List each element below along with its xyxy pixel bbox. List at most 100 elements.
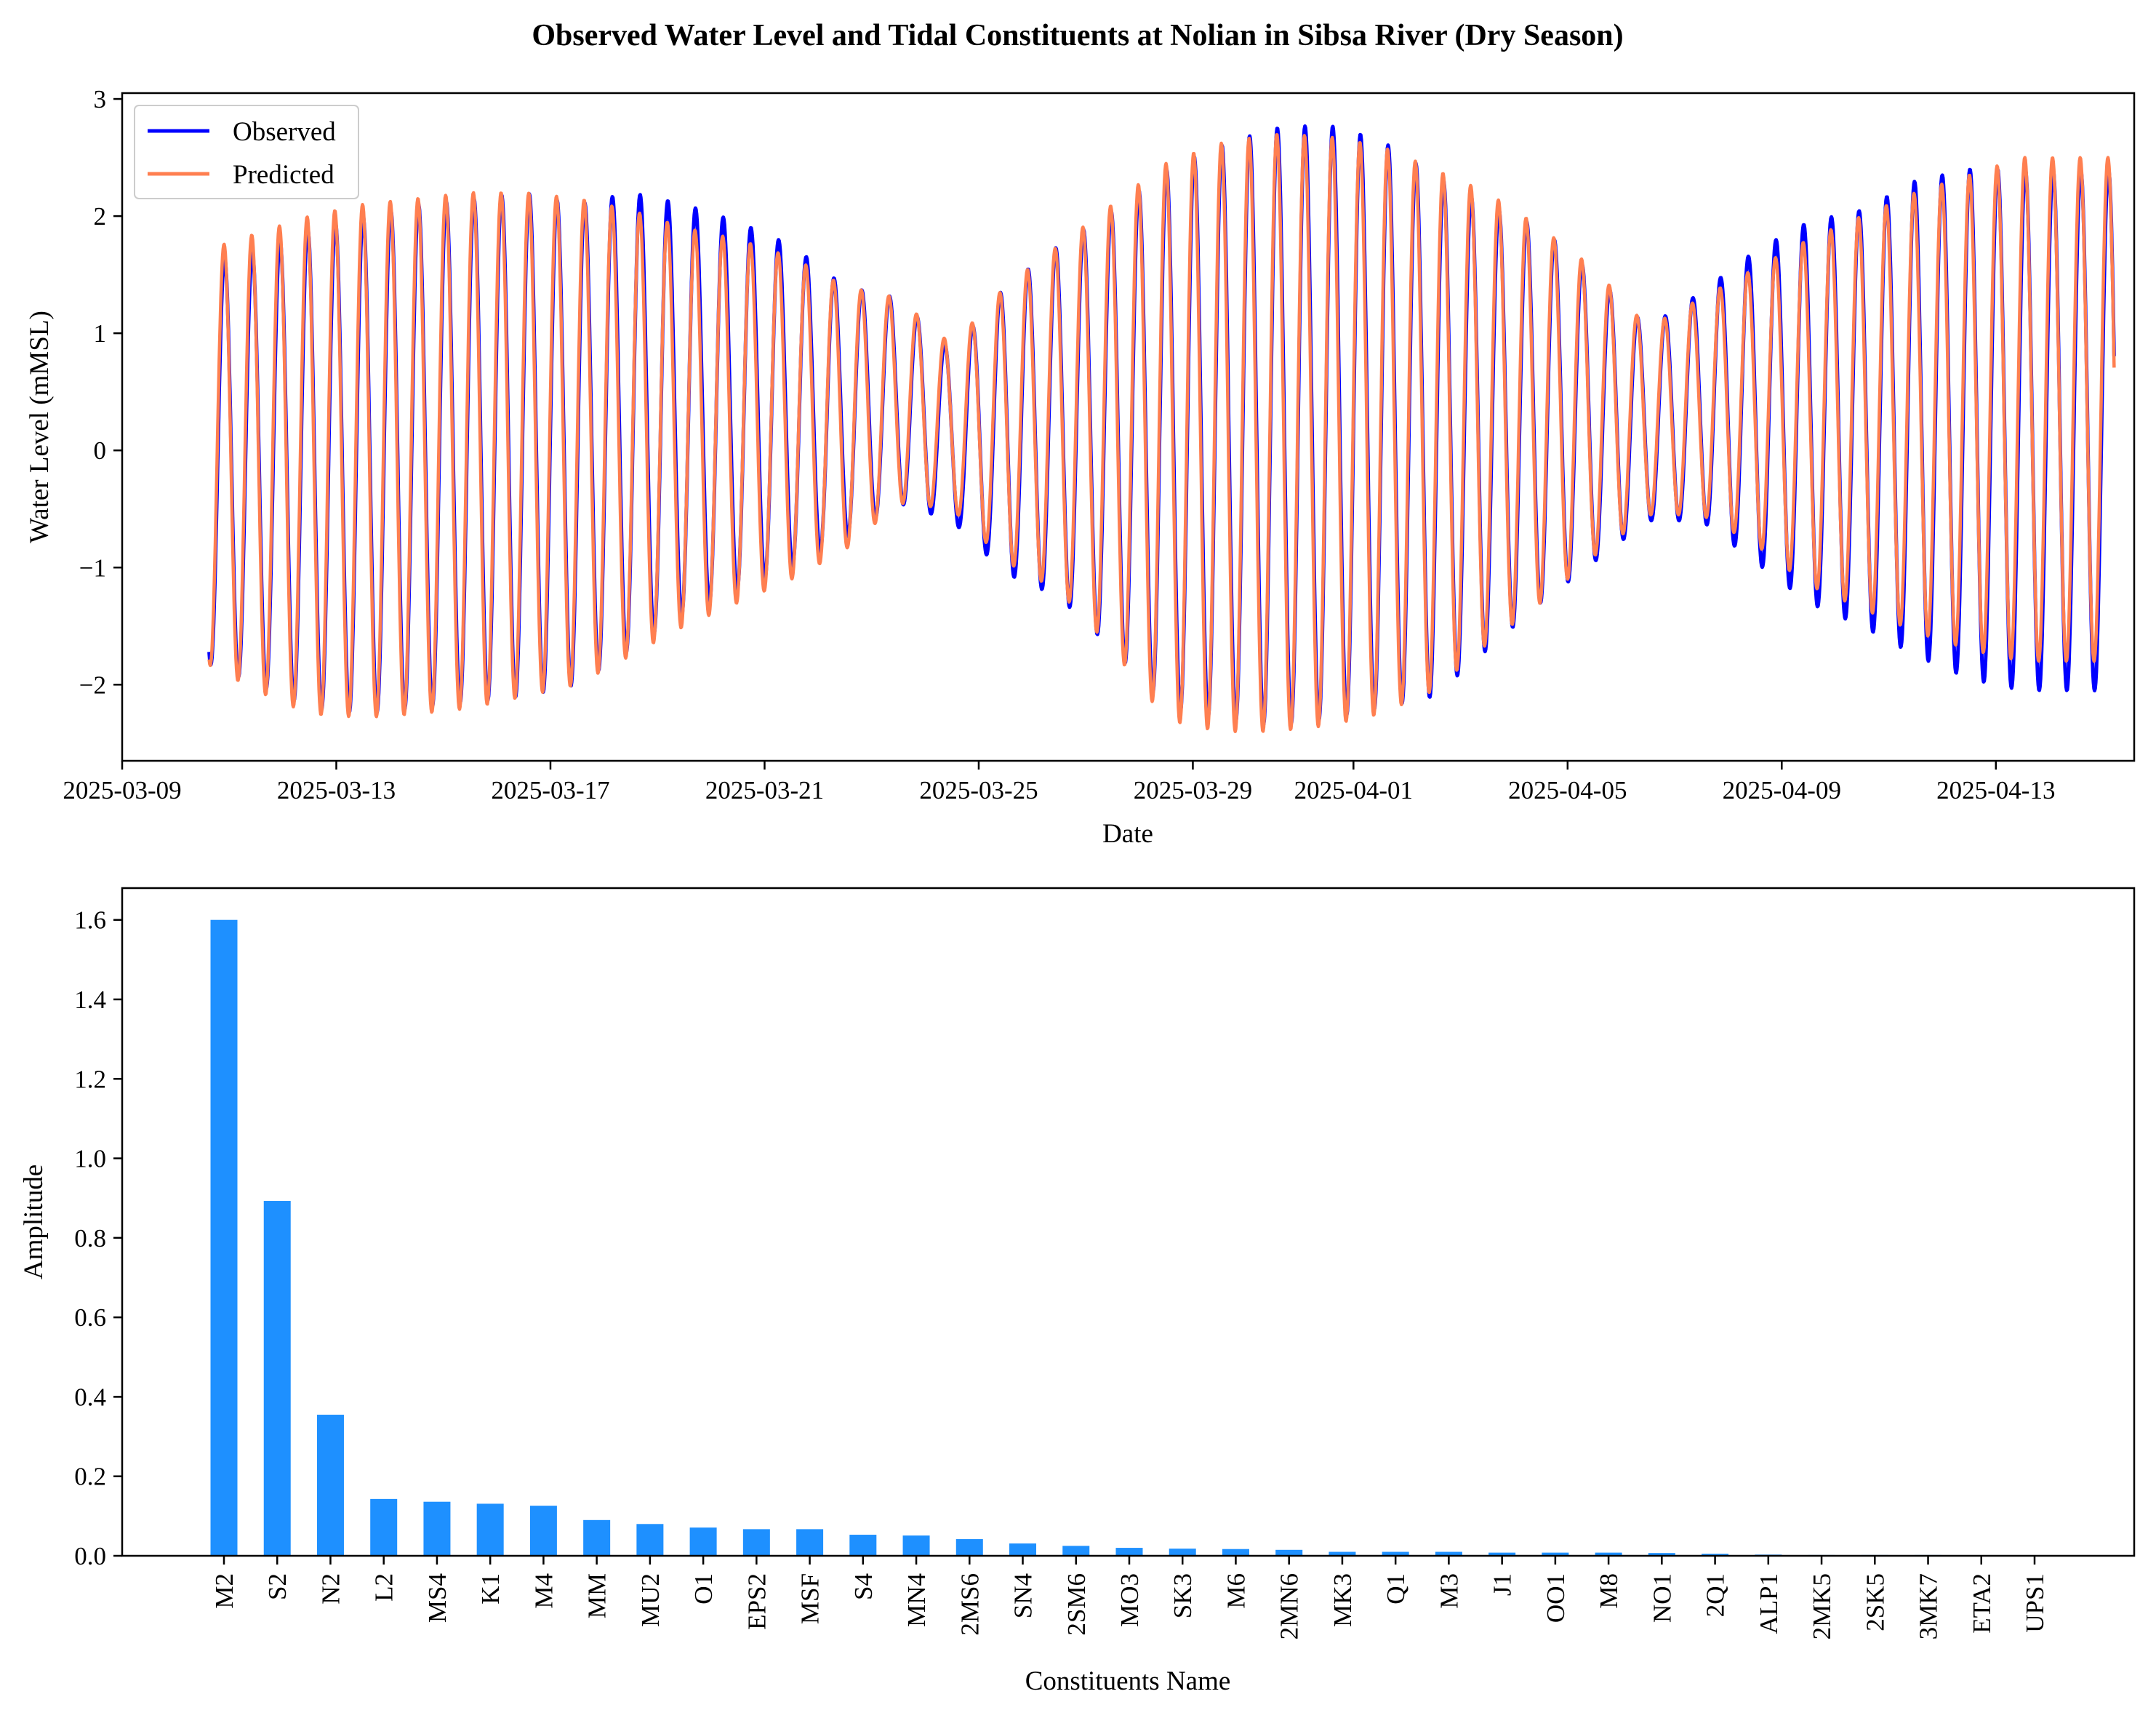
constituent-tick-label: 2SK5 (1861, 1573, 1889, 1631)
bar-mk3 (1329, 1551, 1356, 1556)
amplitude-tick-label: 0.6 (74, 1303, 106, 1332)
constituent-tick-label: M6 (1222, 1573, 1250, 1609)
water-level-tick-label: −2 (79, 671, 106, 699)
water-level-tick-label: 0 (94, 436, 107, 465)
constituent-tick-label: MSF (796, 1573, 825, 1624)
constituent-tick-label: 2MS6 (955, 1573, 984, 1636)
water-level-tick-label: 1 (94, 319, 107, 348)
figure-title: Observed Water Level and Tidal Constitue… (532, 19, 1623, 52)
bar-n2 (316, 1415, 344, 1556)
amplitude-bars (210, 919, 2048, 1556)
amplitude-axis-label: Amplitude (19, 1164, 49, 1279)
bar-m8 (1595, 1552, 1622, 1556)
legend-label-predicted: Predicted (233, 160, 334, 190)
bar-oo1 (1542, 1552, 1569, 1556)
constituent-tick-label: N2 (316, 1573, 345, 1605)
date-tick-label: 2025-03-25 (919, 776, 1038, 804)
constituent-tick-label: M3 (1435, 1573, 1463, 1609)
constituent-tick-label: 3MK7 (1915, 1573, 1943, 1639)
constituent-tick-label: NO1 (1648, 1573, 1676, 1623)
bar-ms4 (423, 1501, 451, 1556)
date-axis-label: Date (1102, 819, 1153, 849)
constituent-tick-label: S2 (263, 1573, 292, 1600)
constituent-tick-label: 2MK5 (1808, 1573, 1836, 1639)
bar-mm (583, 1519, 611, 1556)
constituent-tick-label: S4 (849, 1573, 878, 1600)
bar-j1 (1488, 1552, 1516, 1556)
constituent-axis: M2 S2 N2 L2 MS4 K1 M4 MM MU2 O1 EPS2 MSF S4 MN4 2MS6 SN… (210, 1556, 2049, 1639)
bar-2mn6 (1275, 1549, 1303, 1556)
bar-k1 (476, 1503, 504, 1556)
date-tick-label: 2025-03-13 (277, 776, 396, 804)
constituent-tick-label: MN4 (902, 1573, 931, 1627)
water-level-plot-frame (121, 92, 2136, 762)
date-axis: 2025-03-09 2025-03-13 2025-03-17 2025-03-21… (63, 761, 2055, 804)
amplitude-tick-label: 0.0 (74, 1542, 106, 1570)
constituent-tick-label: 2SM6 (1062, 1573, 1091, 1636)
amplitude-tick-label: 0.8 (74, 1224, 106, 1252)
bar-mn4 (902, 1535, 930, 1556)
constituent-tick-label: L2 (370, 1573, 398, 1602)
amplitude-tick-label: 1.0 (74, 1145, 106, 1173)
amplitude-plot-frame (121, 887, 2136, 1557)
bar-mu2 (636, 1524, 664, 1556)
date-tick-label: 2025-04-09 (1723, 776, 1841, 804)
constituent-tick-label: K1 (476, 1573, 505, 1605)
water-level-axis: −2 −1 0 1 2 3 (79, 85, 122, 699)
constituent-axis-label: Constituents Name (1025, 1666, 1231, 1696)
date-tick-label: 2025-04-01 (1294, 776, 1413, 804)
bar-2ms6 (955, 1539, 983, 1556)
bar-eps2 (742, 1529, 770, 1556)
constituent-tick-label: MS4 (423, 1573, 452, 1623)
constituent-tick-label: Q1 (1382, 1573, 1410, 1605)
constituent-tick-label: ETA2 (1968, 1573, 1996, 1634)
constituent-tick-label: OO1 (1542, 1573, 1570, 1623)
water-level-tick-label: 3 (94, 85, 107, 113)
bar-m4 (529, 1506, 557, 1556)
constituent-tick-label: MM (583, 1573, 612, 1618)
date-tick-label: 2025-03-21 (705, 776, 824, 804)
amplitude-tick-label: 1.4 (74, 986, 106, 1014)
amplitude-tick-label: 1.6 (74, 906, 106, 935)
amplitude-axis: 0.0 0.2 0.4 0.6 0.8 1.0 1.2 1.4 1.6 (74, 906, 122, 1570)
constituent-tick-label: MO3 (1115, 1573, 1144, 1627)
constituent-tick-label: O1 (689, 1573, 718, 1605)
bar-s2 (263, 1201, 291, 1556)
constituent-tick-label: ALP1 (1755, 1573, 1783, 1634)
bar-sn4 (1009, 1543, 1037, 1556)
date-tick-label: 2025-03-29 (1134, 776, 1252, 804)
bar-l2 (370, 1498, 398, 1556)
water-level-tick-label: 2 (94, 202, 107, 231)
bar-msf (796, 1529, 824, 1556)
constituent-tick-label: M2 (210, 1573, 239, 1609)
constituent-tick-label: SN4 (1009, 1573, 1038, 1618)
bar-q1 (1382, 1551, 1409, 1556)
bar-s4 (849, 1535, 877, 1556)
bar-sk3 (1169, 1549, 1196, 1556)
water-level-series (207, 124, 2116, 733)
water-level-chart: 2025-03-09 2025-03-13 2025-03-17 2025-03-21… (25, 85, 2136, 849)
amplitude-tick-label: 0.2 (74, 1463, 106, 1491)
bar-2q1 (1702, 1554, 1729, 1556)
constituent-tick-label: M8 (1595, 1573, 1623, 1609)
water-level-axis-label: Water Level (mMSL) (25, 311, 55, 543)
constituent-amplitude-chart: M2 S2 N2 L2 MS4 K1 M4 MM MU2 O1 EPS2 MSF S4 MN4 2MS6 SN… (19, 887, 2136, 1696)
constituent-tick-label: SK3 (1169, 1573, 1197, 1618)
constituent-tick-label: M4 (529, 1573, 558, 1609)
legend-label-observed: Observed (233, 117, 336, 147)
bar-mo3 (1115, 1548, 1143, 1556)
amplitude-tick-label: 1.2 (74, 1065, 106, 1093)
bar-m2 (210, 919, 238, 1556)
bar-m6 (1222, 1549, 1249, 1556)
constituent-tick-label: MK3 (1329, 1573, 1357, 1627)
constituent-tick-label: J1 (1488, 1573, 1517, 1596)
constituent-tick-label: MU2 (636, 1573, 665, 1627)
bar-o1 (689, 1527, 717, 1556)
constituent-tick-label: 2Q1 (1702, 1573, 1730, 1617)
bar-m3 (1435, 1551, 1462, 1556)
bar-2sm6 (1062, 1546, 1090, 1556)
constituent-tick-label: 2MN6 (1275, 1573, 1304, 1639)
date-tick-label: 2025-04-05 (1508, 776, 1627, 804)
date-tick-label: 2025-03-09 (63, 776, 181, 804)
